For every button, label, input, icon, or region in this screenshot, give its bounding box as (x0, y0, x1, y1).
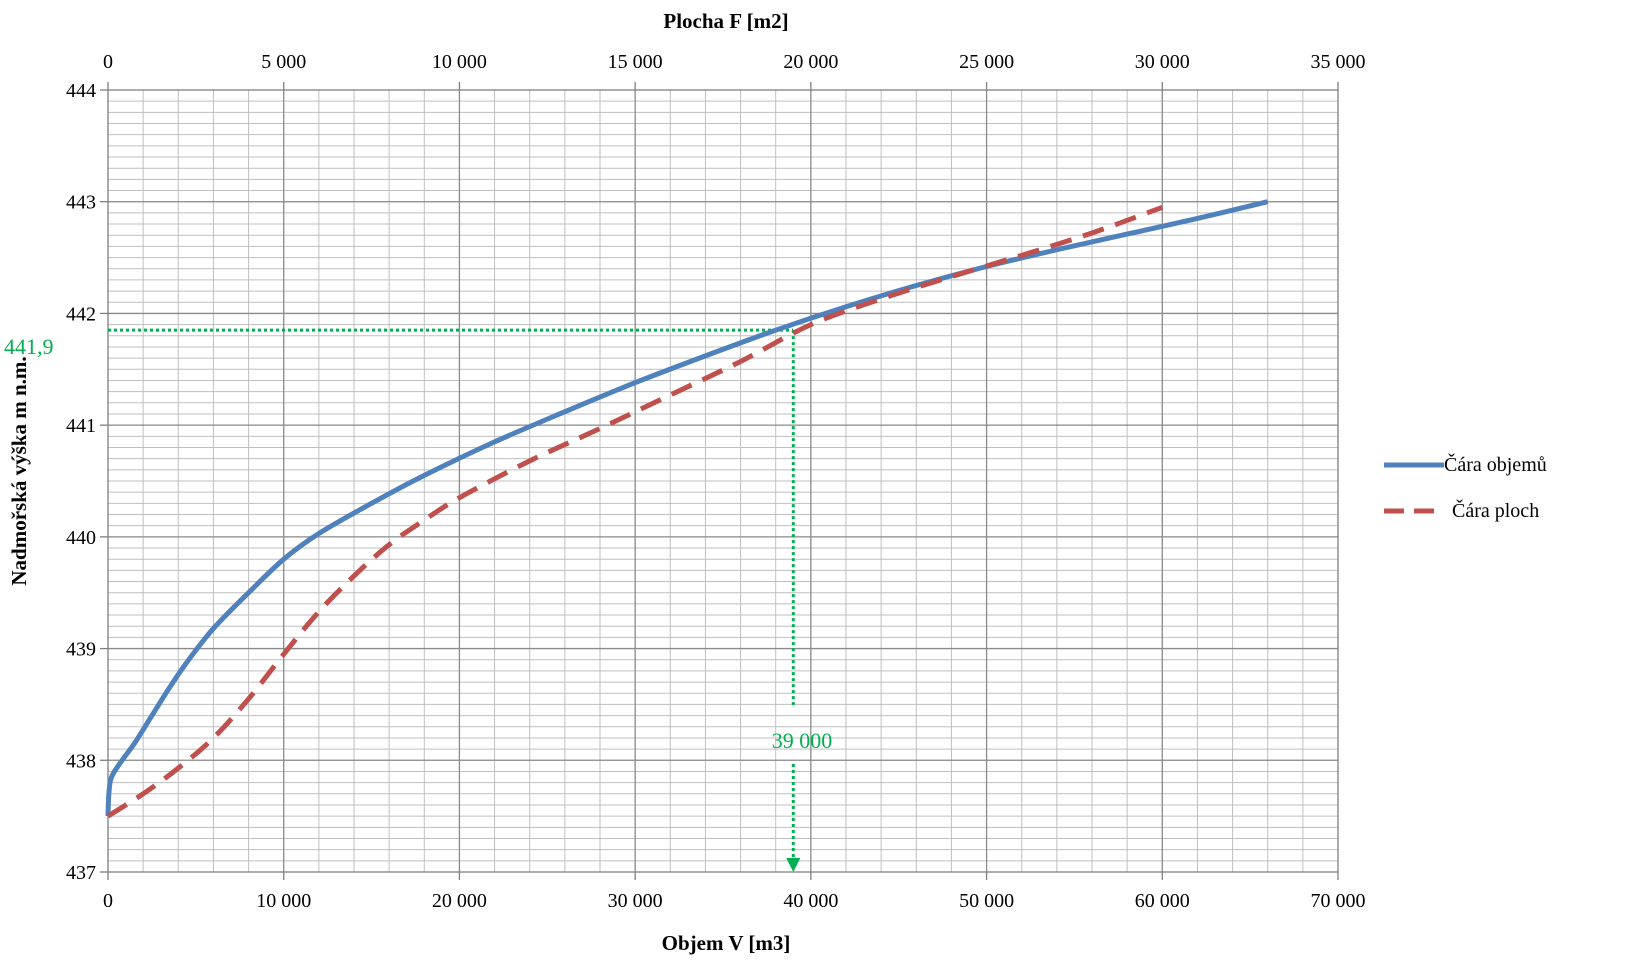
top-tick-label: 25 000 (959, 51, 1014, 73)
y-tick-label: 442 (66, 303, 96, 325)
legend-label-area: Čára ploch (1452, 498, 1539, 522)
bottom-tick-label: 40 000 (783, 890, 838, 912)
y-axis-ticks: 437 438 439 440 441 442 443 444 (66, 80, 108, 884)
volume-annotation: 39 000 (772, 728, 833, 753)
series-line-area (106, 204, 1164, 819)
plot-frame (107, 89, 1339, 873)
y-tick-label: 437 (66, 862, 96, 884)
top-tick-label: 30 000 (1135, 51, 1190, 73)
top-tick-label: 10 000 (432, 51, 487, 73)
minor-gridlines (108, 90, 1338, 872)
top-tick-label: 20 000 (783, 51, 838, 73)
series-lines (105, 199, 1269, 819)
bottom-axis-title: Objem V [m3] (662, 931, 791, 955)
bottom-tick-label: 30 000 (608, 890, 663, 912)
bottom-tick-label: 70 000 (1311, 890, 1366, 912)
y-tick-label: 440 (66, 527, 96, 549)
bottom-tick-label: 60 000 (1135, 890, 1190, 912)
top-tick-label: 15 000 (608, 51, 663, 73)
legend: Čára objemů Čára ploch (1384, 452, 1547, 522)
top-tick-label: 0 (103, 51, 113, 73)
legend-label-volume: Čára objemů (1444, 452, 1547, 476)
major-gridlines (108, 90, 1338, 872)
guide-lines (108, 328, 801, 872)
series-line-volume (105, 199, 1269, 817)
level-annotation: 441,9 (4, 334, 54, 359)
top-axis-title: Plocha F [m2] (663, 9, 788, 33)
y-tick-label: 438 (66, 750, 96, 772)
bottom-tick-label: 10 000 (256, 890, 311, 912)
top-axis-ticks: 0 5 000 10 000 15 000 20 000 25 000 30 000 35 0… (103, 51, 1366, 90)
axes (107, 89, 1339, 873)
y-tick-label: 441 (66, 415, 96, 437)
bottom-tick-label: 0 (103, 890, 113, 912)
y-tick-label: 443 (66, 192, 96, 214)
bottom-axis-ticks: 0 10 000 20 000 30 000 40 000 50 000 60 000 70 … (103, 872, 1366, 912)
volume-guide-arrowhead (786, 858, 801, 872)
y-tick-label: 439 (66, 639, 96, 661)
y-axis-title: Nadmořská výška m n.m. (7, 356, 31, 585)
top-tick-label: 5 000 (261, 51, 306, 73)
bottom-tick-label: 20 000 (432, 890, 487, 912)
y-tick-label: 444 (66, 80, 96, 102)
bottom-tick-label: 50 000 (959, 890, 1014, 912)
top-tick-label: 35 000 (1311, 51, 1366, 73)
